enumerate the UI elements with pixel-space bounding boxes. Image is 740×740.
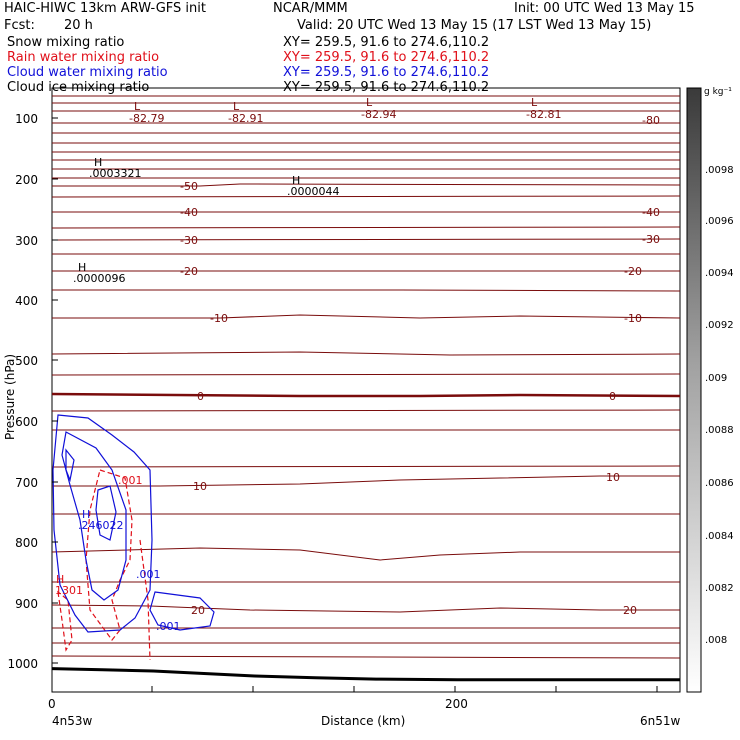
contour-label: -30 [642, 233, 660, 246]
contour-label: 0 [609, 390, 616, 403]
x-tick-label: 0 [48, 697, 56, 711]
high-value: .246022 [78, 519, 124, 532]
y-tick-label: 800 [15, 536, 38, 550]
model-title: HAIC-HIWC 13km ARW-GFS init [4, 1, 206, 16]
colorbar-tick: .0092 [705, 320, 734, 331]
high-value: .0000096 [73, 272, 126, 285]
low-marker: L [366, 96, 373, 109]
colorbar-gradient [686, 87, 702, 693]
init-time: Init: 00 UTC Wed 13 May 15 [514, 1, 695, 16]
colorbar-tick: .0098 [705, 165, 734, 176]
terrain-line [51, 667, 680, 682]
org-label: NCAR/MMM [273, 1, 348, 16]
contour-label: -40 [180, 206, 198, 219]
high-marker: H [56, 573, 64, 586]
high-value: .0003321 [89, 167, 142, 180]
valid-time: Valid: 20 UTC Wed 13 May 15 (17 LST Wed … [297, 18, 652, 33]
contour-label: -50 [180, 180, 198, 193]
contour-label: 10 [193, 480, 207, 493]
y-tick-label: 1000 [7, 657, 38, 671]
contour-label: .001 [136, 568, 161, 581]
colorbar: g kg⁻¹ .0098 .0096 .0094 .0092 .009 .008… [686, 87, 734, 693]
high-markers: H .0003321 H .0000044 H .0000096 H .2460… [55, 156, 340, 597]
plot-frame [51, 87, 681, 693]
contour-label: 20 [191, 604, 205, 617]
contour-label: .001 [156, 620, 181, 633]
high-marker: H [292, 174, 300, 187]
contour-label: .001 [118, 474, 143, 487]
colorbar-tick: .0096 [705, 216, 734, 227]
x-right-endpoint: 6n51w [640, 714, 681, 728]
y-axis: 100 200 300 400 500 600 700 800 900 1000 [7, 112, 58, 671]
x-axis: 0 200 Distance (km) 4n53w 6n51w [48, 686, 681, 728]
y-tick-label: 500 [15, 354, 38, 368]
field-name-rain: Rain water mixing ratio [7, 50, 160, 65]
colorbar-tick: .0082 [705, 583, 734, 594]
colorbar-unit: g kg⁻¹ [704, 87, 732, 97]
field-xy-rain: XY= 259.5, 91.6 to 274.6,110.2 [283, 50, 490, 65]
low-marker: L [134, 100, 141, 113]
fcst-value: 20 h [64, 18, 93, 33]
low-marker: L [233, 100, 240, 113]
y-tick-label: 600 [15, 415, 38, 429]
colorbar-tick: .0084 [705, 531, 734, 542]
low-value: -82.91 [228, 112, 263, 125]
contour-label: -20 [180, 265, 198, 278]
colorbar-tick: .0086 [705, 478, 734, 489]
y-tick-label: 100 [15, 112, 38, 126]
field-name-cloud-water: Cloud water mixing ratio [7, 65, 168, 80]
y-tick-label: 200 [15, 173, 38, 187]
contour-labels: -80 -50 -40 -40 -30 -30 -20 -20 -10 -10 … [118, 114, 660, 633]
cloud-water-contours [52, 414, 215, 633]
contour-label: -20 [624, 265, 642, 278]
colorbar-tick: .009 [705, 373, 727, 384]
low-value: -82.94 [361, 108, 396, 121]
y-tick-label: 700 [15, 476, 38, 490]
contour-label: 10 [606, 471, 620, 484]
y-tick-label: 400 [15, 294, 38, 308]
contour-label: -80 [642, 114, 660, 127]
high-marker: H [78, 261, 86, 274]
high-marker: H [94, 156, 102, 169]
contour-label: -30 [180, 234, 198, 247]
high-marker: H [82, 508, 90, 521]
temperature-lows: L -82.79 L -82.91 L -82.94 L -82.81 [129, 96, 561, 125]
x-axis-title: Distance (km) [321, 714, 405, 728]
zero-isotherm [51, 392, 681, 398]
contour-label: -10 [210, 312, 228, 325]
contour-label: -40 [642, 206, 660, 219]
fcst-label: Fcst: [4, 18, 35, 33]
x-left-endpoint: 4n53w [52, 714, 93, 728]
field-xy-snow: XY= 259.5, 91.6 to 274.6,110.2 [283, 35, 490, 50]
high-value: 1301 [55, 584, 83, 597]
isotherm-contours [51, 95, 681, 659]
field-name-snow: Snow mixing ratio [7, 35, 125, 50]
low-value: -82.81 [526, 108, 561, 121]
contour-label: 20 [623, 604, 637, 617]
low-marker: L [531, 96, 538, 109]
low-value: -82.79 [129, 112, 164, 125]
field-xy-cloud-water: XY= 259.5, 91.6 to 274.6,110.2 [283, 65, 490, 80]
colorbar-tick: .0094 [705, 268, 734, 279]
y-tick-label: 900 [15, 597, 38, 611]
high-value: .0000044 [287, 185, 340, 198]
y-axis-title: Pressure (hPa) [3, 354, 17, 440]
colorbar-tick: .008 [705, 635, 727, 646]
y-tick-label: 300 [15, 234, 38, 248]
colorbar-tick: .0088 [705, 425, 734, 436]
x-tick-label: 200 [445, 697, 468, 711]
contour-label: -10 [624, 312, 642, 325]
contour-label: 0 [197, 390, 204, 403]
